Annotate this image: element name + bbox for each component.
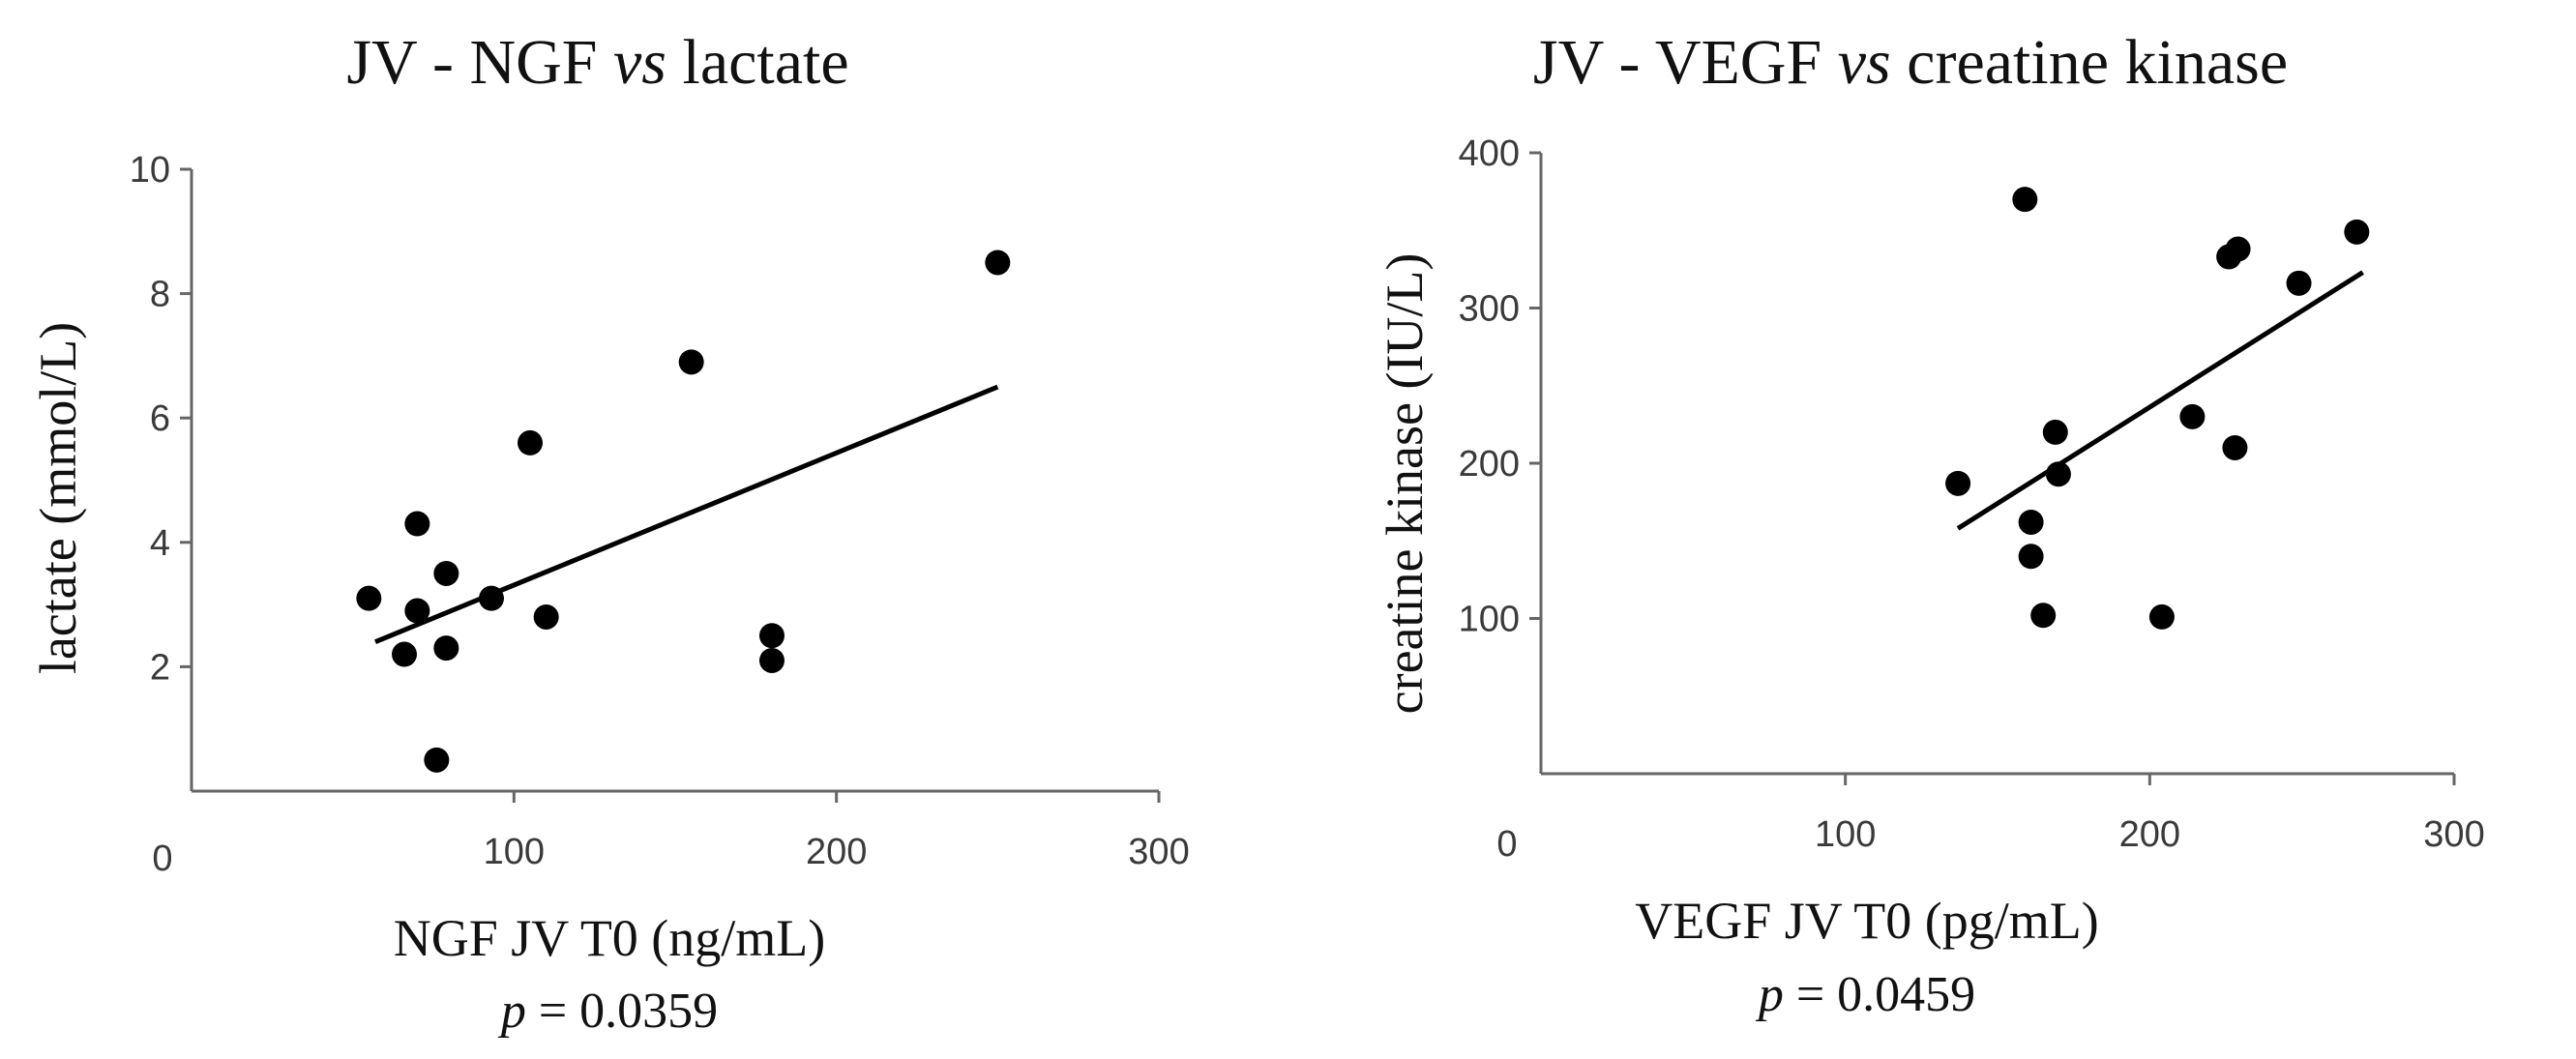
chart-title-prefix: JV - VEGF	[1533, 27, 1821, 98]
data-point	[433, 560, 459, 586]
x-tick-label: 0	[1496, 824, 1517, 865]
data-point	[392, 641, 417, 667]
x-axis-title: VEGF JV T0 (pg/mL)	[1635, 892, 2099, 950]
data-point	[759, 623, 785, 649]
data-point	[424, 747, 450, 773]
data-point	[2344, 219, 2370, 245]
x-tick-label: 0	[152, 838, 172, 879]
data-point	[433, 635, 459, 662]
x-axis-title: NGF JV T0 (ng/mL)	[394, 909, 826, 967]
data-point	[2225, 236, 2251, 262]
data-point	[1945, 470, 1971, 496]
y-tick-label: 200	[1459, 444, 1520, 485]
data-point	[2179, 403, 2206, 429]
y-tick-label: 300	[1459, 289, 1520, 330]
data-point	[479, 585, 504, 611]
chart-title-italic: vs	[613, 27, 666, 98]
scatter-chart-vegf-creatine-kinase: JV - VEGF vs creatine kinase 100 200 300 40…	[1376, 27, 2485, 1022]
chart-title-prefix: JV - NGF	[346, 27, 597, 98]
data-point	[2045, 461, 2071, 487]
regression-line	[374, 384, 999, 644]
data-point	[2018, 544, 2044, 570]
chart-title-italic: vs	[1838, 27, 1891, 98]
x-tick-label: 300	[2423, 814, 2484, 855]
p-value-number: = 0.0359	[539, 984, 718, 1039]
x-tick-label: 100	[1815, 814, 1876, 855]
data-point	[2286, 270, 2312, 296]
p-value-number: = 0.0459	[1796, 967, 1975, 1022]
data-point	[985, 250, 1011, 276]
y-tick-label: 8	[150, 275, 170, 315]
chart-panel-vegf-ck: JV - VEGF vs creatine kinase 100 200 300 40…	[1287, 0, 2576, 1059]
chart-title: JV - NGF vs lactate	[346, 27, 848, 98]
y-tick-label: 6	[150, 398, 170, 439]
chart-title: JV - VEGF vs creatine kinase	[1533, 27, 2288, 98]
x-tick-label: 200	[806, 832, 867, 872]
data-point	[404, 598, 430, 624]
data-point	[2012, 187, 2038, 213]
x-tick-label: 300	[1128, 832, 1189, 872]
data-point	[518, 429, 543, 456]
data-point	[533, 603, 559, 630]
y-tick-label: 4	[150, 523, 170, 564]
x-tick-label: 200	[2119, 814, 2180, 855]
data-point	[2148, 603, 2175, 630]
data-point	[356, 585, 382, 611]
p-value: p = 0.0359	[497, 984, 718, 1039]
chart-title-suffix: creatine kinase	[1907, 27, 2288, 98]
data-point	[2042, 419, 2068, 445]
y-axis-title: creatine kinase (IU/L)	[1376, 253, 1434, 715]
plot-area: 100 200 300 400 0 100 200 300	[1459, 133, 2485, 865]
chart-panel-ngf-lactate: JV - NGF vs lactate 2 4 6 8 10 0 100 200 300 lac…	[0, 0, 1199, 1059]
regression-line	[1956, 270, 2364, 531]
y-tick-label: 400	[1459, 133, 1520, 174]
p-value: p = 0.0459	[1755, 967, 1975, 1022]
y-axis-title: lactate (mmol/L)	[29, 322, 87, 674]
p-label: p	[497, 984, 526, 1039]
y-tick-label: 10	[130, 150, 170, 191]
y-tick-label: 100	[1459, 600, 1520, 640]
data-point	[678, 349, 704, 375]
data-point	[404, 511, 430, 537]
y-tick-label: 2	[150, 647, 170, 688]
x-tick-label: 100	[484, 832, 545, 872]
chart-title-suffix: lactate	[682, 27, 848, 98]
data-point	[2030, 603, 2057, 629]
p-label: p	[1755, 967, 1784, 1022]
data-point	[2222, 434, 2248, 460]
data-point	[2018, 509, 2044, 535]
data-point	[759, 647, 785, 673]
